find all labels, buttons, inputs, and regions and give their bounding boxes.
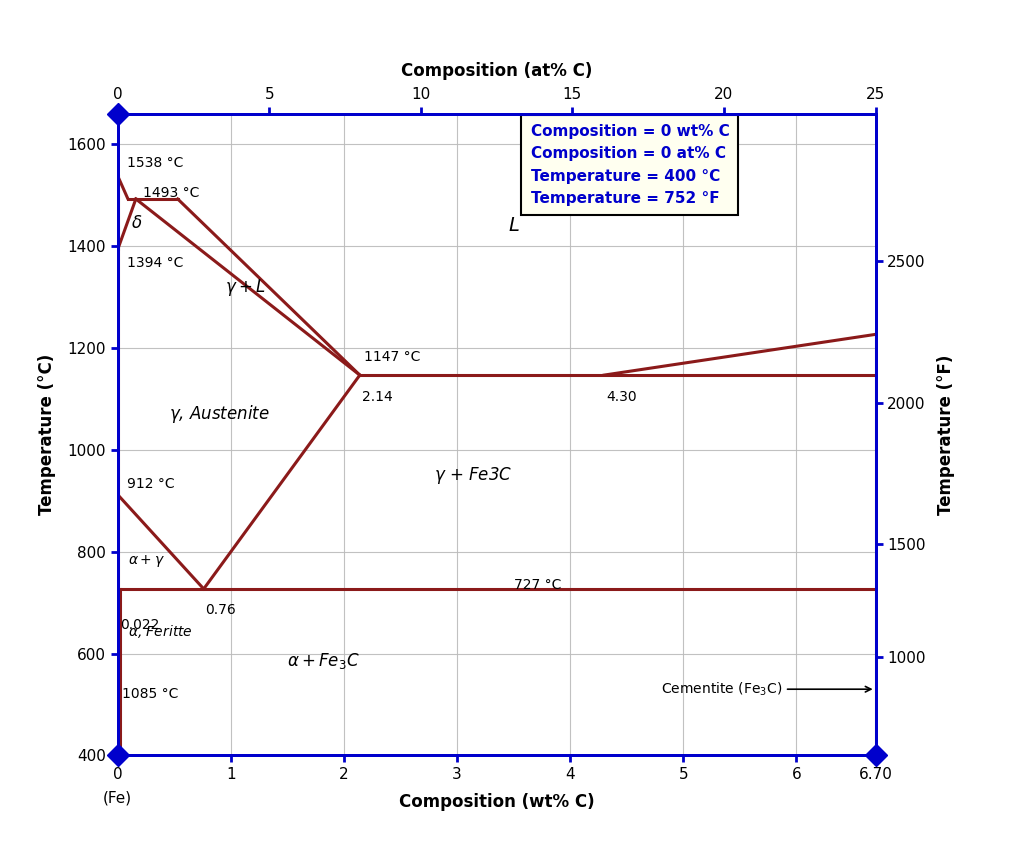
- Text: 2.14: 2.14: [362, 390, 393, 404]
- Text: Composition = 0 wt% C
Composition = 0 at% C
Temperature = 400 °C
Temperature = 7: Composition = 0 wt% C Composition = 0 at…: [530, 124, 729, 206]
- Text: $\gamma + L$: $\gamma + L$: [225, 277, 265, 298]
- Text: 1538 °C: 1538 °C: [127, 156, 183, 170]
- Text: 1085 °C: 1085 °C: [122, 687, 178, 701]
- Text: $L$: $L$: [508, 216, 519, 235]
- Text: 0.76: 0.76: [205, 603, 236, 617]
- Y-axis label: Temperature (°C): Temperature (°C): [38, 354, 56, 516]
- Text: $\alpha+\gamma$: $\alpha+\gamma$: [128, 554, 165, 570]
- Y-axis label: Temperature (°F): Temperature (°F): [937, 354, 955, 515]
- Text: 1147 °C: 1147 °C: [365, 350, 421, 365]
- Text: $\gamma$, Austenite: $\gamma$, Austenite: [169, 403, 269, 425]
- Text: $\delta$: $\delta$: [131, 214, 142, 232]
- Text: 912 °C: 912 °C: [127, 477, 174, 490]
- Text: $\gamma$ + Fe3C: $\gamma$ + Fe3C: [434, 466, 513, 486]
- Text: 1493 °C: 1493 °C: [142, 186, 199, 200]
- X-axis label: Composition (at% C): Composition (at% C): [401, 62, 592, 80]
- Text: (Fe): (Fe): [103, 791, 132, 806]
- Text: $\alpha + Fe_3C$: $\alpha + Fe_3C$: [288, 652, 360, 671]
- Text: $\alpha$, Feritte: $\alpha$, Feritte: [128, 623, 193, 640]
- X-axis label: Composition (wt% C): Composition (wt% C): [398, 793, 595, 811]
- Text: 4.30: 4.30: [606, 390, 637, 404]
- Text: Cementite (Fe$_3$C): Cementite (Fe$_3$C): [660, 680, 870, 698]
- Text: 727 °C: 727 °C: [514, 578, 561, 592]
- Text: 1394 °C: 1394 °C: [127, 257, 183, 270]
- Text: 0.022: 0.022: [121, 618, 160, 632]
